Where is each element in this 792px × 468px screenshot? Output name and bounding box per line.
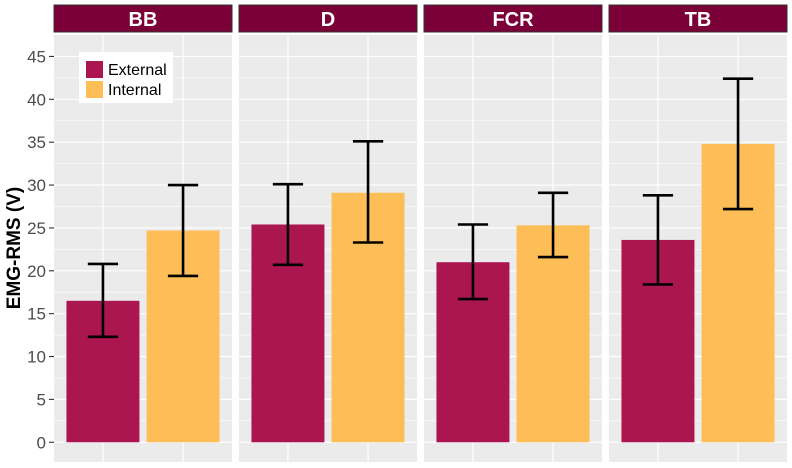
facet-panel-d: D bbox=[238, 4, 418, 462]
y-tick-label: 45 bbox=[27, 47, 46, 66]
error-bar-internal-tb bbox=[722, 77, 754, 211]
facet-panel-tb: TB bbox=[608, 4, 788, 462]
legend-label-external: External bbox=[108, 62, 167, 79]
facet-strip-label: TB bbox=[685, 9, 712, 31]
error-bar-internal-bb bbox=[167, 183, 199, 278]
y-tick-label: 0 bbox=[37, 433, 46, 452]
facet-strip-label: BB bbox=[129, 9, 158, 31]
error-bar-external-tb bbox=[642, 194, 674, 286]
y-tick-label: 25 bbox=[27, 219, 46, 238]
bar-internal-fcr bbox=[516, 225, 590, 443]
y-tick-label: 40 bbox=[27, 90, 46, 109]
error-bar-external-bb bbox=[87, 262, 119, 339]
facet-strip bbox=[608, 4, 788, 33]
error-bar-internal-d bbox=[352, 140, 384, 244]
y-tick-label: 15 bbox=[27, 305, 46, 324]
facet-strip bbox=[238, 4, 418, 33]
y-tick-label: 30 bbox=[27, 176, 46, 195]
error-bar-internal-fcr bbox=[537, 191, 569, 259]
facet-strip-label: FCR bbox=[492, 9, 534, 31]
y-tick-label: 20 bbox=[27, 262, 46, 281]
y-axis-title: EMG-RMS (V) bbox=[4, 187, 25, 309]
error-bar-external-d bbox=[272, 182, 304, 267]
y-axis: 0 5 10 15 20 25 30 35 40 45 bbox=[27, 47, 54, 452]
legend: External Internal bbox=[79, 52, 173, 103]
facet-strip-label: D bbox=[321, 9, 335, 31]
facet-strip bbox=[423, 4, 603, 33]
facet-panel-fcr: FCR bbox=[423, 4, 603, 462]
y-tick-label: 5 bbox=[37, 390, 46, 409]
legend-key-external bbox=[86, 61, 103, 78]
error-bar-external-fcr bbox=[457, 223, 489, 301]
facet-panel-bb: BB bbox=[53, 4, 233, 462]
facet-panels: BB D FCR TB bbox=[53, 4, 788, 462]
y-tick-label: 10 bbox=[27, 348, 46, 367]
y-tick-label: 35 bbox=[27, 133, 46, 152]
legend-key-internal bbox=[86, 81, 103, 98]
legend-label-internal: Internal bbox=[108, 82, 161, 99]
facet-strip bbox=[53, 4, 233, 33]
